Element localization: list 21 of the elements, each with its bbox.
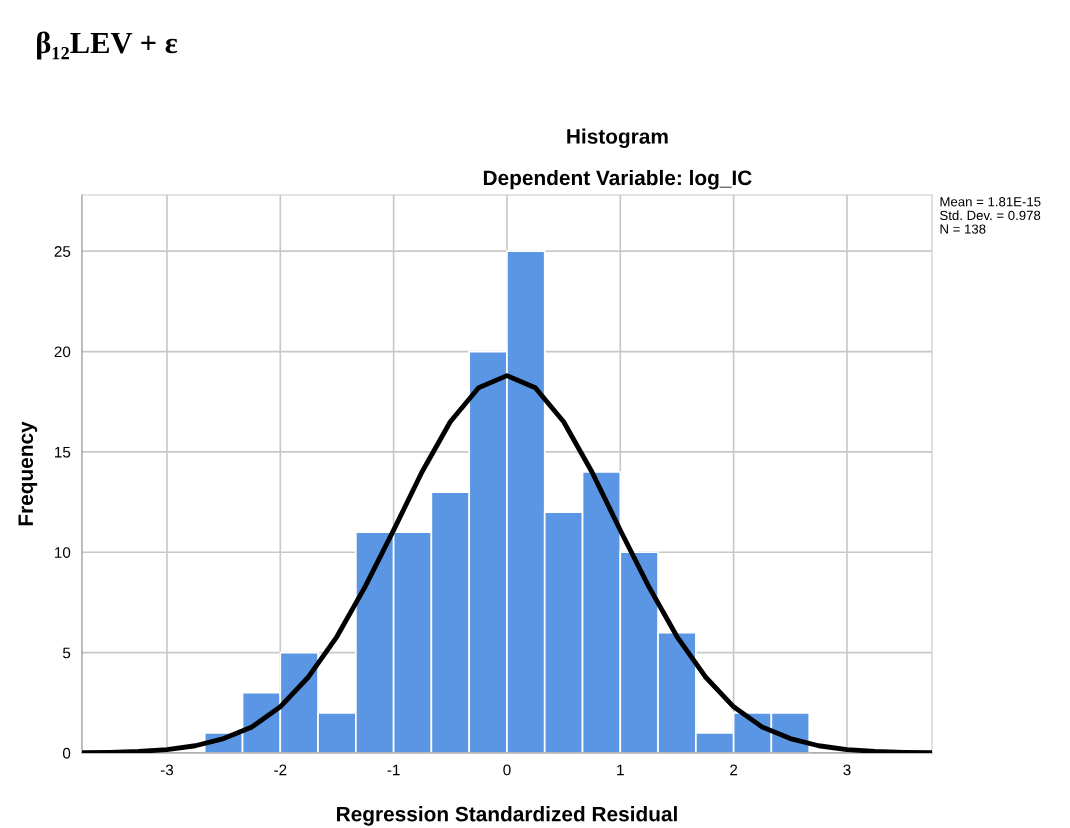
text: Std. Dev. = 0.978: [940, 210, 1041, 221]
x-tick-label: -2: [274, 764, 287, 776]
y-tick-label: 0: [62, 747, 71, 759]
y-tick-label: 20: [54, 346, 71, 358]
x-axis-title: Regression Standardized Residual: [337, 806, 677, 826]
x-tick-label: 0: [503, 764, 511, 776]
text: β₁₂LEV + ε: [37, 31, 178, 60]
y-tick-label: 10: [55, 547, 71, 558]
y-tick-label: 25: [54, 246, 71, 257]
x-tick-label: 3: [843, 764, 851, 776]
x-tick-label: -3: [160, 764, 174, 776]
y-tick-label: 5: [62, 647, 71, 659]
y-tick-label: 15: [55, 446, 71, 458]
text: Mean = 1.81E-15: [940, 197, 1041, 207]
chart-title: Histogram: [567, 128, 668, 149]
chart-subtitle: Dependent Variable: log_IC: [483, 169, 752, 190]
y-axis-title: Frequency: [18, 421, 38, 526]
x-tick-label: 1: [617, 764, 624, 776]
text: N = 138: [940, 224, 986, 234]
x-tick-label: -1: [387, 764, 400, 776]
x-tick-label: 2: [730, 764, 738, 776]
